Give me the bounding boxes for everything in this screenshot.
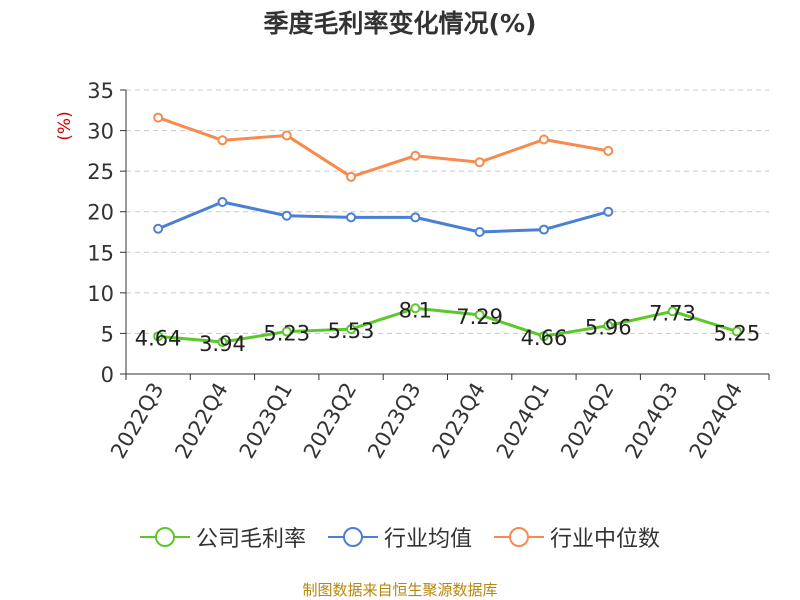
series-line-2 — [157, 116, 609, 179]
data-point — [281, 210, 292, 221]
legend-circle — [509, 527, 529, 547]
series-layer — [153, 112, 742, 348]
data-point — [603, 320, 614, 331]
data-label: 4.64 — [135, 326, 182, 350]
data-point — [410, 150, 421, 161]
x-tick-label: 2023Q4 — [428, 379, 490, 463]
y-tick-label: 30 — [87, 120, 114, 144]
legend: 公司毛利率 行业均值 行业中位数 — [0, 520, 800, 554]
y-tick-label: 25 — [87, 160, 114, 184]
data-point — [217, 196, 228, 207]
data-point — [153, 223, 164, 234]
legend-item[interactable]: 行业均值 — [327, 521, 472, 553]
data-point — [410, 212, 421, 223]
data-point — [603, 145, 614, 156]
legend-item[interactable]: 行业中位数 — [494, 521, 660, 553]
data-point — [346, 171, 357, 182]
x-tick-label: 2024Q1 — [492, 379, 554, 463]
data-label: 5.53 — [328, 319, 375, 343]
x-tick-label: 2023Q2 — [299, 379, 361, 463]
data-point — [474, 309, 485, 320]
y-tick-label: 5 — [101, 322, 114, 346]
y-tick-label: 0 — [101, 363, 114, 387]
data-point — [281, 130, 292, 141]
legend-label: 公司毛利率 — [195, 527, 306, 552]
data-label: 8.1 — [399, 298, 432, 322]
legend-label: 行业中位数 — [550, 527, 661, 552]
legend-marker — [494, 527, 544, 547]
data-point — [153, 331, 164, 342]
data-label: 7.29 — [456, 305, 503, 329]
data-label: 5.96 — [585, 316, 632, 340]
data-point — [538, 331, 549, 342]
data-point — [667, 306, 678, 317]
y-tick-label: 10 — [87, 282, 114, 306]
x-tick-label: 2024Q4 — [685, 379, 747, 463]
data-point — [603, 206, 614, 217]
source-note: 制图数据来自恒生聚源数据库 — [302, 581, 498, 599]
data-label: 5.23 — [263, 322, 310, 346]
data-point — [153, 112, 164, 123]
data-point — [474, 157, 485, 168]
data-point — [217, 135, 228, 146]
legend-item[interactable]: 公司毛利率 — [139, 521, 306, 553]
legend-circle — [154, 527, 175, 547]
y-axis-label: (%) — [55, 111, 75, 140]
data-point — [538, 224, 549, 235]
data-point — [538, 134, 549, 145]
y-tick-label: 35 — [87, 79, 114, 103]
x-tick-label: 2022Q3 — [106, 379, 168, 463]
data-point — [281, 326, 292, 337]
chart-title: 季度毛利率变化情况(%) — [263, 9, 537, 38]
data-point — [731, 326, 742, 337]
series-line-1 — [157, 200, 609, 234]
legend-marker — [327, 527, 378, 547]
legend-label: 行业均值 — [383, 527, 472, 552]
data-point — [346, 212, 357, 223]
x-tick-label: 2024Q2 — [556, 379, 618, 463]
y-tick-label: 20 — [87, 201, 114, 225]
data-point — [217, 337, 228, 348]
x-tick-label: 2022Q4 — [170, 379, 232, 463]
label-layer: 4.64 3.94 5.23 5.53 8.1 7.29 4.66 5.96 7.73 5.25 — [135, 298, 760, 356]
x-tick-label: 2023Q1 — [235, 379, 297, 463]
data-label: 3.94 — [199, 332, 246, 356]
data-label: 4.66 — [521, 326, 568, 350]
data-point — [410, 303, 421, 314]
data-label: 7.73 — [649, 301, 696, 325]
legend-circle — [342, 527, 363, 547]
legend-marker — [139, 527, 190, 547]
x-tick-label: 2024Q3 — [620, 379, 682, 463]
x-tick-label: 2023Q3 — [363, 379, 425, 463]
data-point — [474, 227, 485, 237]
grid-layer — [126, 89, 769, 334]
series-line-0 — [158, 306, 738, 344]
data-label: 5.25 — [713, 321, 760, 345]
y-tick-label: 15 — [87, 241, 114, 265]
data-point — [346, 324, 357, 335]
